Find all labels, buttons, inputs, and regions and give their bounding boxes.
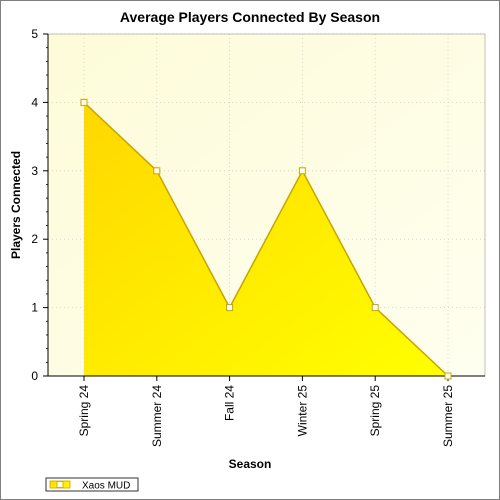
legend-label: Xaos MUD xyxy=(82,481,130,492)
legend-marker xyxy=(56,481,64,488)
legend: Xaos MUD xyxy=(45,477,139,492)
x-tick-label: Spring 25 xyxy=(368,385,382,437)
x-tick-label: Summer 25 xyxy=(441,385,455,447)
x-tick-label: Summer 24 xyxy=(150,385,164,447)
x-tick-labels: Spring 24 Summer 24 Fall 24 Winter 25 Spring… xyxy=(77,385,455,447)
data-point xyxy=(371,304,379,312)
series-line xyxy=(83,101,449,377)
y-tick-label: 3 xyxy=(31,164,38,178)
y-tick-label: 1 xyxy=(31,301,38,315)
axes xyxy=(43,33,485,381)
x-tick-label: Fall 24 xyxy=(223,385,237,421)
chart-title: Average Players Connected By Season xyxy=(120,9,380,25)
data-point xyxy=(298,167,306,175)
data-point xyxy=(226,304,234,312)
y-axis-label: Players Connected xyxy=(9,151,23,259)
data-markers xyxy=(80,98,452,380)
x-axis-label: Season xyxy=(229,457,272,471)
data-point xyxy=(80,98,88,106)
data-point xyxy=(444,372,452,380)
y-tick-label: 5 xyxy=(31,27,38,41)
area-series xyxy=(83,101,449,377)
x-tick-label: Winter 25 xyxy=(295,385,309,437)
y-tick-labels: 0 1 2 3 4 5 xyxy=(31,27,38,383)
y-tick-label: 4 xyxy=(31,95,38,109)
data-point xyxy=(153,167,161,175)
y-tick-label: 2 xyxy=(31,232,38,246)
x-tick-label: Spring 24 xyxy=(77,385,91,437)
y-tick-label: 0 xyxy=(31,369,38,383)
